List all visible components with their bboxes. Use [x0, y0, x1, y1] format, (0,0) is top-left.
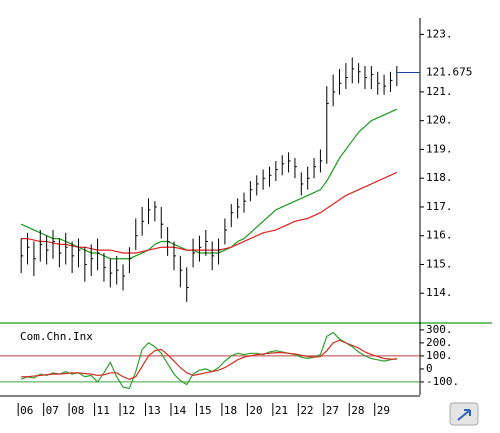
y-tick-label: 123. — [426, 27, 453, 40]
x-tick-label: 11 — [97, 404, 110, 417]
x-tick-label: 18 — [224, 404, 237, 417]
indicator-line — [21, 339, 397, 380]
x-tick-label: 08 — [71, 404, 84, 417]
last-price-box — [422, 65, 478, 80]
y-tick-label: 100. — [426, 349, 453, 362]
y-tick-label: 115. — [426, 257, 453, 270]
y-tick-label: 117. — [426, 200, 453, 213]
moving-average — [20, 108, 398, 260]
y-tick-label: 121. — [426, 85, 453, 98]
x-tick-label: 27 — [326, 404, 339, 417]
y-tick-label: 114. — [426, 286, 453, 299]
scroll-button[interactable] — [449, 402, 479, 426]
button-icon — [457, 409, 471, 421]
last-price-label: 121.675 — [426, 65, 472, 78]
x-tick-label: 20 — [249, 404, 262, 417]
x-tick-label: 06 — [20, 404, 33, 417]
y-tick-label: 120. — [426, 114, 453, 127]
moving-average — [21, 171, 398, 254]
indicator-line — [20, 331, 397, 390]
y-tick-label: 200. — [426, 336, 453, 349]
y-tick-label: 300. — [426, 323, 453, 336]
y-tick-label: 119. — [426, 142, 453, 155]
y-tick-label: 0 — [426, 362, 433, 375]
x-tick-label: 15 — [198, 404, 211, 417]
y-tick-label: 116. — [426, 229, 453, 242]
y-tick-label: -100. — [426, 375, 459, 388]
x-tick-label: 28 — [351, 404, 364, 417]
y-tick-label: 118. — [426, 171, 453, 184]
x-tick-label: 22 — [300, 404, 313, 417]
x-tick-label: 12 — [122, 404, 135, 417]
x-tick-label: 29 — [377, 404, 390, 417]
indicator-title: Com.Chn.Inx — [20, 330, 93, 343]
x-tick-label: 21 — [275, 404, 288, 417]
x-tick-label: 13 — [148, 404, 161, 417]
x-tick-label: 07 — [46, 404, 59, 417]
x-tick-label: 14 — [173, 404, 187, 417]
